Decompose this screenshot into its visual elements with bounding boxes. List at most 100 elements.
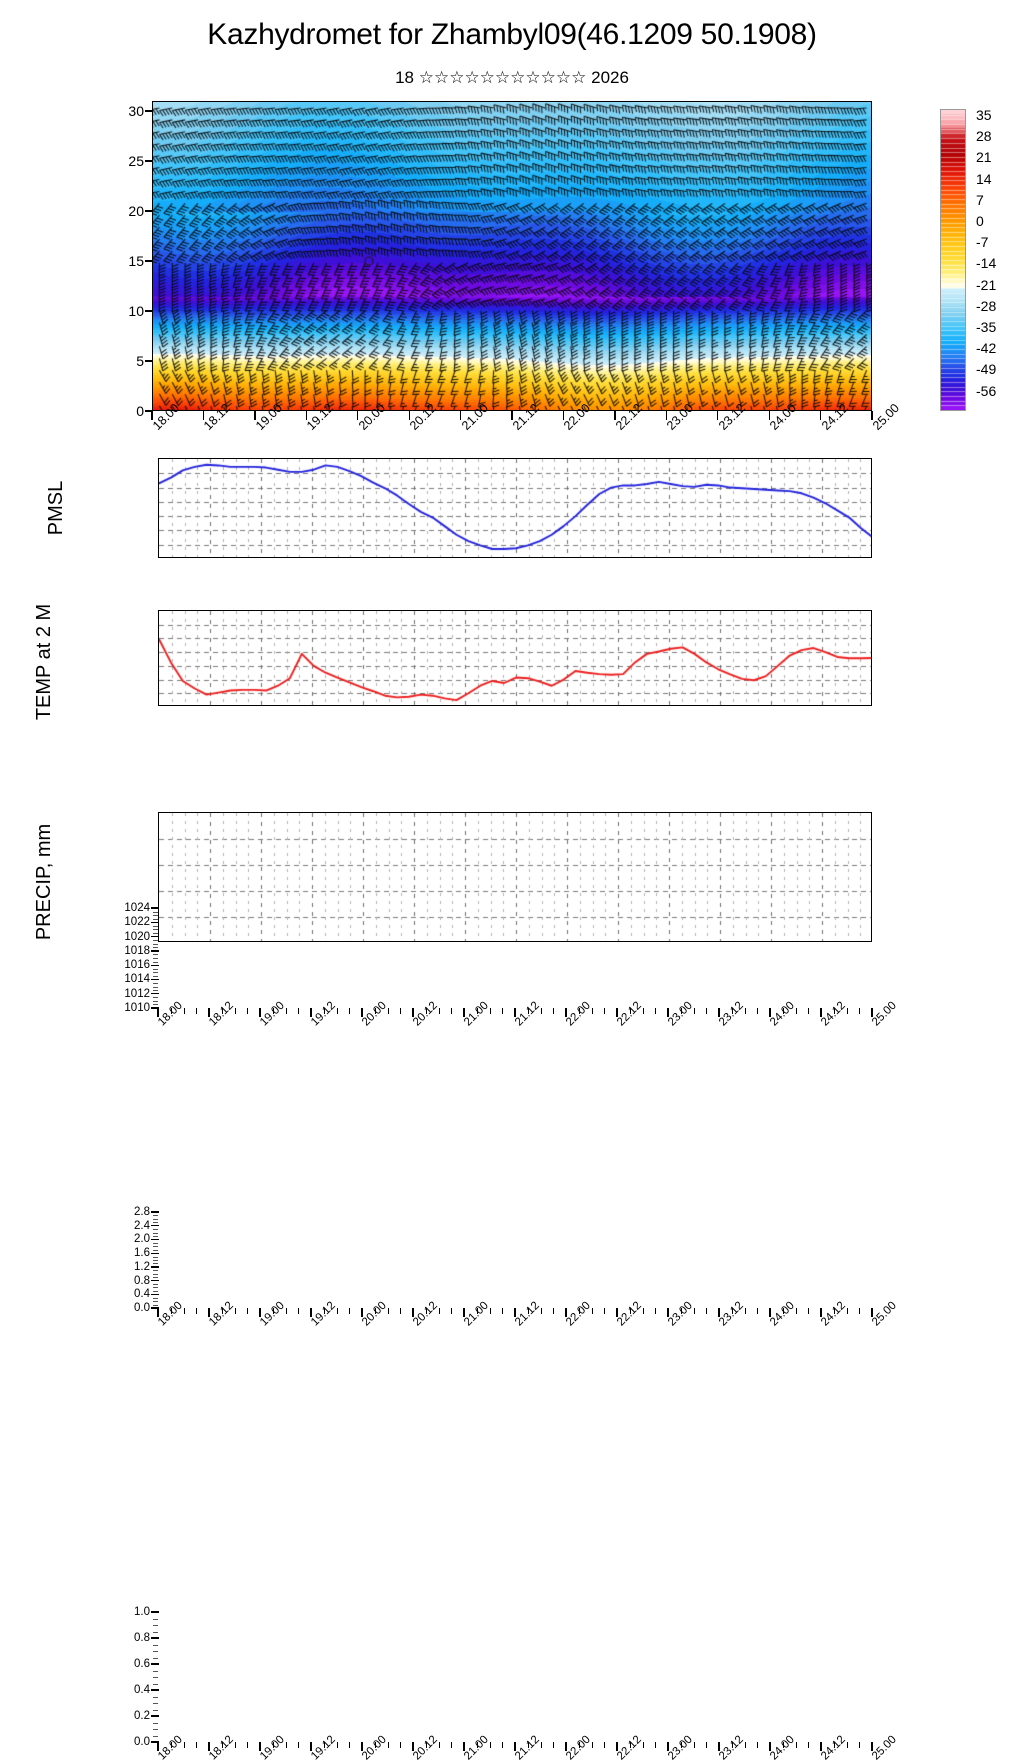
y-tick-minor [153, 915, 158, 917]
y-tick [151, 921, 159, 923]
x-tick-minor [604, 1008, 606, 1014]
y-tick-minor [153, 1242, 158, 1244]
temp-plot[interactable] [158, 610, 872, 706]
y-tick [151, 1007, 159, 1009]
x-tick-minor [833, 1308, 835, 1314]
y-tick-minor [153, 1618, 158, 1620]
x-tick-minor [757, 1742, 759, 1748]
y-tick-minor [153, 968, 158, 970]
x-tick-minor [757, 1008, 759, 1014]
x-tick-minor [578, 1008, 580, 1014]
x-tick-minor [234, 1308, 236, 1314]
colorbar[interactable]: 35 28 21 14 7 0 -7 -14 -21 -28 -35 -42 -49 -56 [930, 101, 1024, 421]
x-tick-minor [795, 1308, 797, 1314]
y-tick-minor [153, 1304, 158, 1306]
y-tick-label: 30 [128, 103, 144, 119]
x-tick [310, 1008, 312, 1017]
y-tick-label: 0 [136, 403, 144, 419]
x-tick-minor [808, 1308, 810, 1314]
y-tick [145, 410, 153, 412]
y-tick-minor [153, 975, 158, 977]
x-tick-minor [859, 1308, 861, 1314]
x-tick-minor [527, 1308, 529, 1314]
x-tick-minor [400, 1308, 402, 1314]
x-tick-label: 18.00 [156, 1733, 185, 1763]
y-tick [151, 978, 159, 981]
y-tick-label: 1024 [124, 902, 150, 914]
y-tick-minor [153, 1696, 158, 1698]
colorbar-label: -35 [976, 319, 997, 335]
cross-section-plot[interactable] [152, 101, 872, 411]
y-tick-minor [153, 1729, 158, 1730]
pmsl-plot[interactable] [158, 458, 872, 558]
y-tick-minor [153, 1260, 158, 1261]
precip-canvas [159, 813, 871, 941]
x-tick-label: 22.12 [615, 999, 644, 1029]
x-tick-minor [349, 1742, 351, 1748]
x-tick-label: 20.00 [360, 999, 389, 1029]
x-tick-label: 24.12 [819, 1733, 848, 1763]
x-tick-minor [221, 1308, 223, 1314]
x-tick [665, 411, 667, 420]
y-tick-minor [153, 1263, 158, 1265]
page-title: Kazhydromet for Zhambyl09(46.1209 50.190… [207, 18, 817, 51]
x-tick-minor [272, 1308, 274, 1314]
y-tick-minor [153, 1232, 158, 1234]
x-tick-minor [591, 1308, 593, 1314]
x-tick [412, 1008, 414, 1017]
x-tick-label: 22.00 [564, 999, 593, 1029]
x-tick-minor [387, 1008, 389, 1014]
y-tick-label: 15 [128, 253, 144, 269]
x-tick-minor [540, 1742, 542, 1748]
y-tick-label: 1022 [124, 916, 150, 929]
colorbar-label: -14 [976, 255, 997, 272]
x-tick [357, 411, 359, 420]
x-tick-minor [642, 1308, 644, 1314]
y-tick-minor [153, 929, 158, 931]
y-tick [151, 1238, 159, 1241]
x-tick-minor [336, 1308, 338, 1314]
x-tick-minor [540, 1308, 542, 1314]
x-tick-minor [400, 1742, 402, 1748]
subtitle-year: 2026 [591, 68, 629, 87]
y-tick-label: 0.8 [134, 1632, 150, 1644]
y-tick-minor [153, 961, 158, 963]
y-tick-label: 0.4 [134, 1684, 150, 1696]
colorbar-label: -49 [976, 361, 997, 378]
y-tick-label: 1016 [124, 959, 150, 972]
x-tick-label: 19.00 [258, 1733, 287, 1763]
x-tick-label: 22.12 [615, 1733, 644, 1763]
x-tick-minor [833, 1742, 835, 1748]
x-tick-minor [693, 1308, 695, 1314]
y-tick-minor [153, 1222, 158, 1224]
x-tick-minor [846, 1742, 848, 1748]
precip-plot[interactable] [158, 812, 872, 942]
colorbar-gradient [940, 109, 966, 411]
x-tick-minor [795, 1008, 797, 1014]
x-tick-minor [425, 1308, 427, 1314]
x-tick-label: 23.00 [666, 1299, 695, 1329]
x-tick-minor [502, 1742, 504, 1748]
y-tick-minor [153, 1657, 158, 1659]
x-tick [871, 1008, 873, 1017]
x-tick-minor [859, 1742, 861, 1748]
y-tick [151, 993, 159, 995]
y-tick-label: 1.2 [134, 1260, 150, 1273]
x-tick [768, 411, 770, 420]
y-tick-label: 0.8 [134, 1274, 150, 1287]
x-tick-minor [744, 1008, 746, 1014]
x-tick-label: 19.00 [258, 999, 287, 1029]
y-tick-label: 20 [128, 203, 144, 219]
y-tick-minor [153, 947, 158, 949]
x-tick-label: 20.12 [411, 1733, 440, 1763]
x-tick [717, 411, 719, 420]
vertical-cross-section-panel: 0 5 10 15 20 25 30 18.00 18.12 19.00 19.12 20.00 20… [0, 0, 1024, 450]
y-tick-minor [153, 1290, 158, 1292]
x-tick-minor [349, 1308, 351, 1314]
x-tick-minor [349, 1008, 351, 1014]
x-tick-minor [693, 1742, 695, 1748]
x-tick-minor [782, 1742, 784, 1748]
x-tick-minor [693, 1008, 695, 1014]
x-tick-minor [196, 1742, 198, 1748]
